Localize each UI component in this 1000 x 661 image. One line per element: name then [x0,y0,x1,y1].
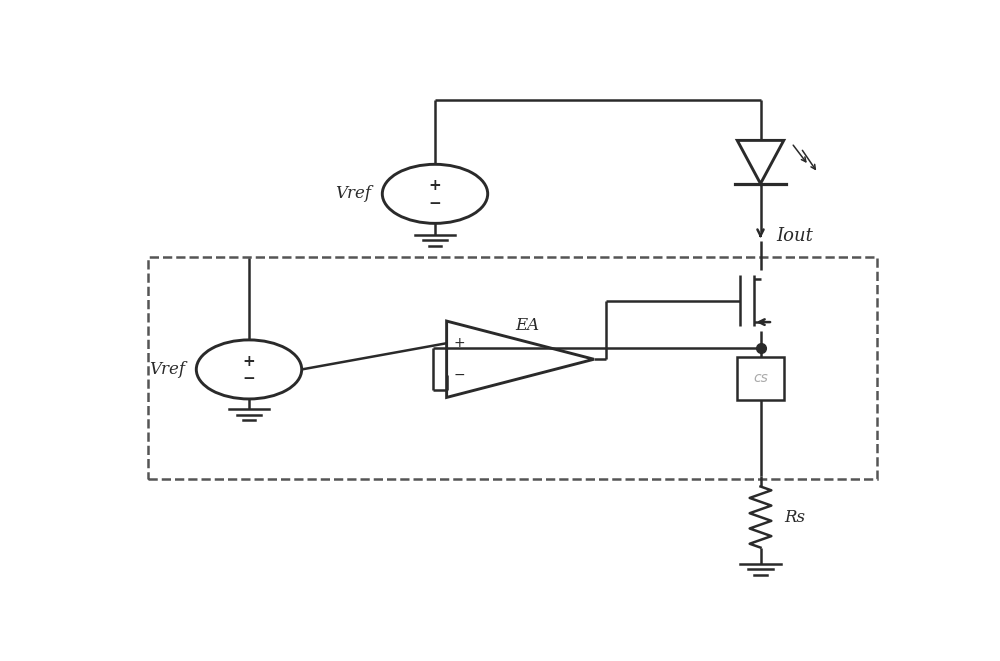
Text: Vref: Vref [149,361,185,378]
Text: +: + [243,354,255,369]
Text: +: + [429,178,441,193]
Text: +: + [453,336,465,350]
Text: −: − [453,368,465,382]
Text: Iout: Iout [776,227,813,245]
Text: −: − [429,196,441,211]
Bar [737,357,784,400]
Text: Vref: Vref [335,185,371,202]
Text: −: − [243,371,255,387]
Text: Rs: Rs [784,508,805,525]
Text: EA: EA [516,317,540,334]
Text: cs: cs [753,371,768,385]
